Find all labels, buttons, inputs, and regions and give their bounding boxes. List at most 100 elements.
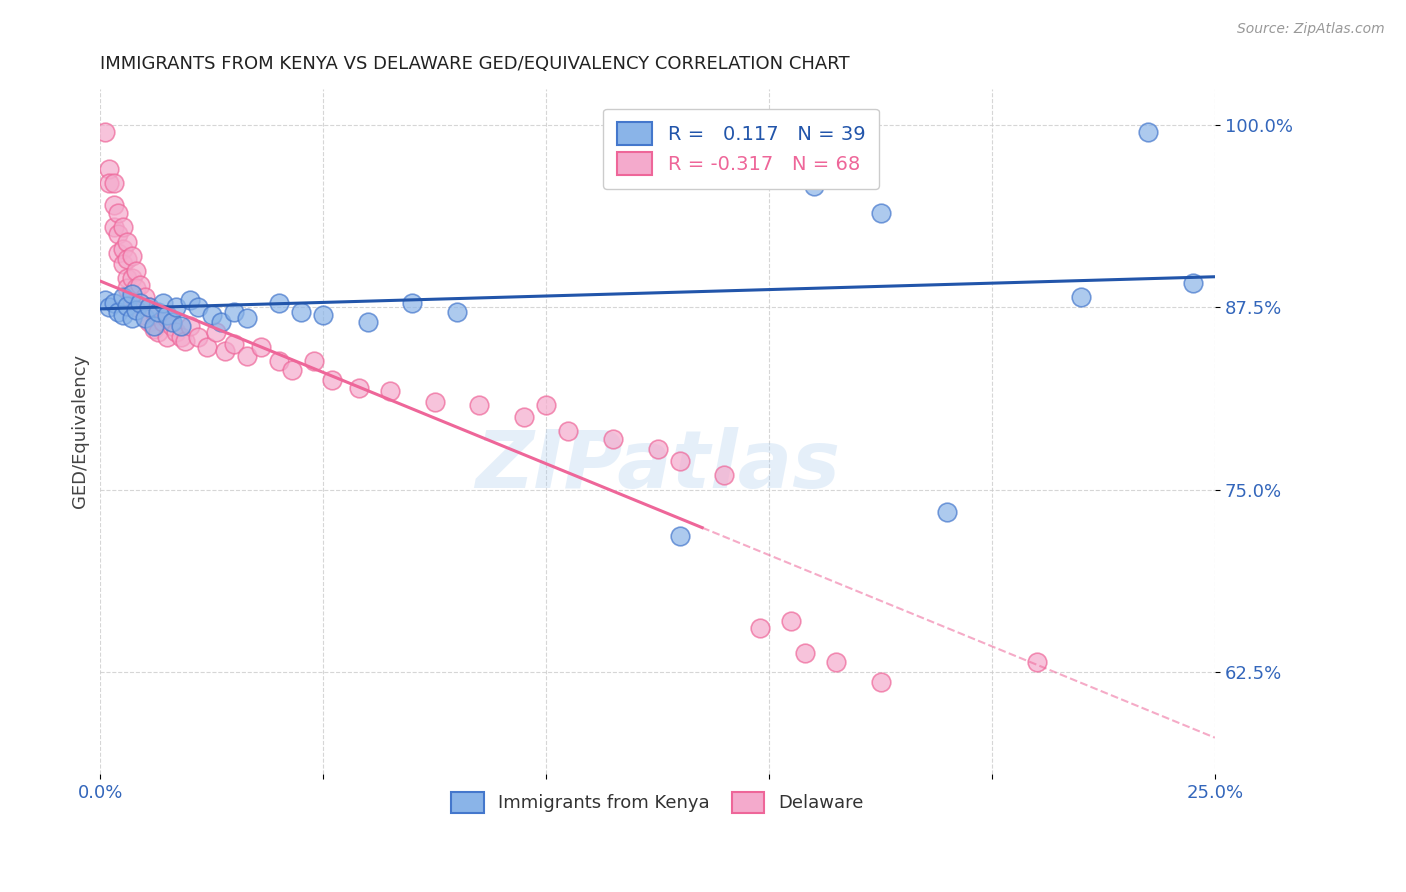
Point (205, 325, 228, 339)
Point (179, 293, 201, 307)
Point (115, 271, 138, 285)
Point (869, 675, 891, 690)
Point (138, 301, 160, 315)
Point (169, 329, 191, 343)
Point (134, 308, 156, 322)
Point (156, 310, 179, 325)
Text: ZIPatlas: ZIPatlas (475, 426, 841, 505)
Point (304, 354, 326, 368)
Point (125, 301, 148, 315)
Point (103, 296, 125, 310)
Point (713, 468, 735, 483)
Point (156, 308, 179, 322)
Point (290, 304, 312, 318)
Point (169, 319, 191, 334)
Point (115, 281, 138, 295)
Point (111, 242, 134, 256)
Point (209, 315, 232, 329)
Point (669, 529, 692, 543)
Point (107, 246, 129, 260)
Point (111, 220, 134, 235)
Point (107, 227, 129, 242)
Point (111, 308, 134, 322)
Point (115, 299, 138, 313)
Y-axis label: GED/Equivalency: GED/Equivalency (72, 354, 89, 508)
Point (347, 381, 370, 395)
Point (160, 315, 183, 329)
Point (1070, 290, 1092, 304)
Point (187, 329, 209, 343)
Point (94, 125, 117, 139)
Point (121, 249, 143, 263)
Point (98, 301, 121, 315)
Point (780, 614, 803, 628)
Point (401, 296, 423, 310)
Point (103, 177, 125, 191)
Point (423, 395, 446, 409)
Point (195, 340, 218, 354)
Point (869, 205, 891, 219)
Point (267, 354, 290, 368)
Point (174, 334, 197, 348)
Point (378, 384, 401, 398)
Text: IMMIGRANTS FROM KENYA VS DELAWARE GED/EQUIVALENCY CORRELATION CHART: IMMIGRANTS FROM KENYA VS DELAWARE GED/EQ… (100, 55, 851, 73)
Point (94, 293, 117, 307)
Point (148, 308, 170, 322)
Point (803, 179, 825, 194)
Point (312, 308, 335, 322)
Point (267, 296, 290, 310)
Point (148, 304, 170, 318)
Point (749, 621, 772, 635)
Point (134, 290, 156, 304)
Point (281, 363, 304, 377)
Point (236, 310, 259, 325)
Point (98, 161, 121, 176)
Point (793, 646, 815, 660)
Point (142, 322, 165, 336)
Point (534, 398, 557, 412)
Point (111, 290, 134, 304)
Point (936, 505, 959, 519)
Point (165, 325, 187, 339)
Point (222, 304, 245, 318)
Text: Source: ZipAtlas.com: Source: ZipAtlas.com (1237, 22, 1385, 37)
Point (1136, 125, 1159, 139)
Point (669, 453, 692, 467)
Point (103, 198, 125, 212)
Point (1025, 655, 1047, 669)
Point (129, 278, 152, 293)
Point (148, 325, 170, 339)
Point (129, 296, 152, 310)
Point (107, 304, 129, 318)
Point (513, 409, 536, 424)
Point (156, 329, 179, 343)
Point (468, 398, 491, 412)
Point (125, 281, 148, 295)
Point (165, 301, 187, 315)
Point (98, 177, 121, 191)
Point (142, 304, 165, 318)
Point (602, 432, 624, 446)
Point (160, 319, 183, 334)
Point (138, 315, 160, 329)
Point (187, 301, 209, 315)
Point (179, 319, 201, 334)
Point (138, 301, 160, 315)
Point (250, 340, 273, 354)
Point (142, 319, 165, 334)
Point (115, 235, 138, 249)
Point (107, 205, 129, 219)
Point (222, 336, 245, 351)
Point (115, 252, 138, 267)
Point (121, 310, 143, 325)
Point (825, 655, 848, 669)
Point (121, 287, 143, 301)
Point (152, 296, 174, 310)
Point (647, 442, 669, 456)
Point (134, 310, 156, 325)
Point (321, 373, 343, 387)
Point (129, 296, 152, 310)
Point (125, 303, 148, 318)
Point (557, 425, 579, 439)
Point (152, 315, 174, 329)
